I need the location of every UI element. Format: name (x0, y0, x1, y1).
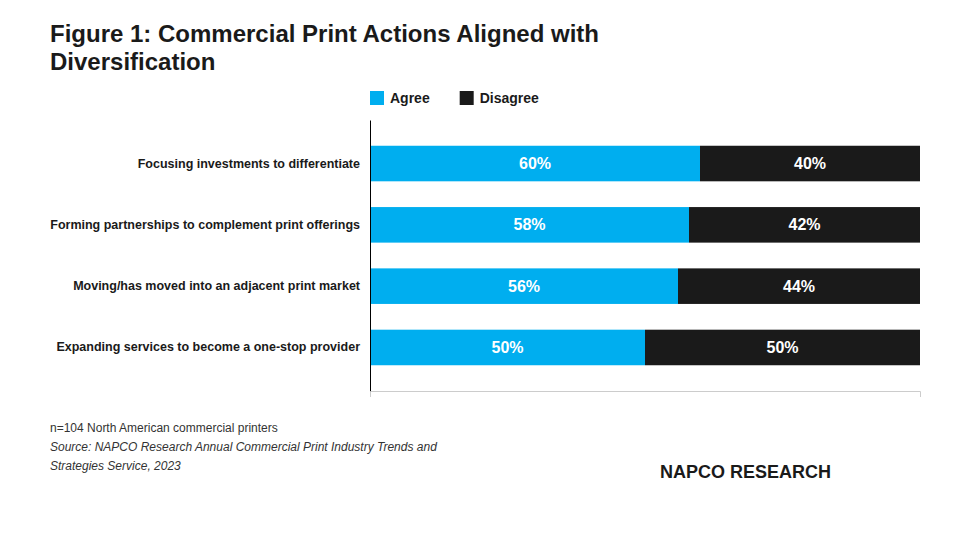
series (645, 146, 920, 365)
data-label: 42% (788, 216, 820, 233)
title-line: Diversification (50, 48, 215, 75)
bar (370, 207, 689, 243)
plot: 50% 56% 58% 60% 50% 44% 42% 40% Expanding servic… (50, 121, 920, 398)
y-tick-label: Moving/has moved into an adjacent print … (73, 279, 361, 293)
y-tick: Expanding services to become a one-stop … (56, 340, 370, 354)
chart: Figure 1: Commercial Print Actions Align… (0, 0, 960, 541)
data-label: 40% (794, 155, 826, 172)
legend-item: Disagree (460, 90, 539, 106)
data-label: 50% (766, 339, 798, 356)
logo-text: NAPCO RESEARCH (660, 462, 831, 482)
data-label: 50% (491, 339, 523, 356)
bar (370, 330, 645, 366)
y-axis-line (370, 121, 371, 392)
footnote: n=104 North American commercial printers (50, 421, 278, 435)
bar (370, 268, 678, 304)
y-tick-label: Focusing investments to differentiate (138, 157, 360, 171)
bar (370, 146, 700, 182)
bars (370, 146, 920, 365)
title: Figure 1: Commercial Print Actions Align… (50, 20, 599, 75)
data-label: 58% (513, 216, 545, 233)
footnote: Source: NAPCO Research Annual Commercial… (50, 440, 437, 454)
y-tick: Moving/has moved into an adjacent print … (73, 279, 370, 293)
legend-label: Disagree (480, 90, 539, 106)
legend-item: Agree (370, 90, 430, 106)
x-axis (371, 392, 921, 398)
legend-swatch (370, 91, 384, 105)
bar (700, 146, 920, 182)
x-axis-line (371, 392, 921, 398)
y-tick-label: Forming partnerships to complement print… (50, 218, 360, 232)
data-label: 44% (783, 278, 815, 295)
y-tick: Focusing investments to differentiate (138, 157, 370, 171)
data-label: 56% (508, 278, 540, 295)
legend: Agree Disagree (370, 90, 539, 106)
bar (689, 207, 920, 243)
legend-swatch (460, 91, 474, 105)
data-labels: 50% 56% 58% 60% 50% 44% 42% 40% (491, 155, 826, 356)
bar (678, 268, 920, 304)
legend-label: Agree (390, 90, 430, 106)
annotations: n=104 North American commercial printers… (50, 421, 831, 482)
y-axis: Expanding services to become a one-stop … (50, 121, 370, 392)
y-tick-label: Expanding services to become a one-stop … (56, 340, 360, 354)
data-label: 60% (519, 155, 551, 172)
footnote: Strategies Service, 2023 (50, 459, 181, 473)
title-line: Figure 1: Commercial Print Actions Align… (50, 20, 599, 47)
bar (645, 330, 920, 366)
y-tick: Forming partnerships to complement print… (50, 218, 370, 232)
